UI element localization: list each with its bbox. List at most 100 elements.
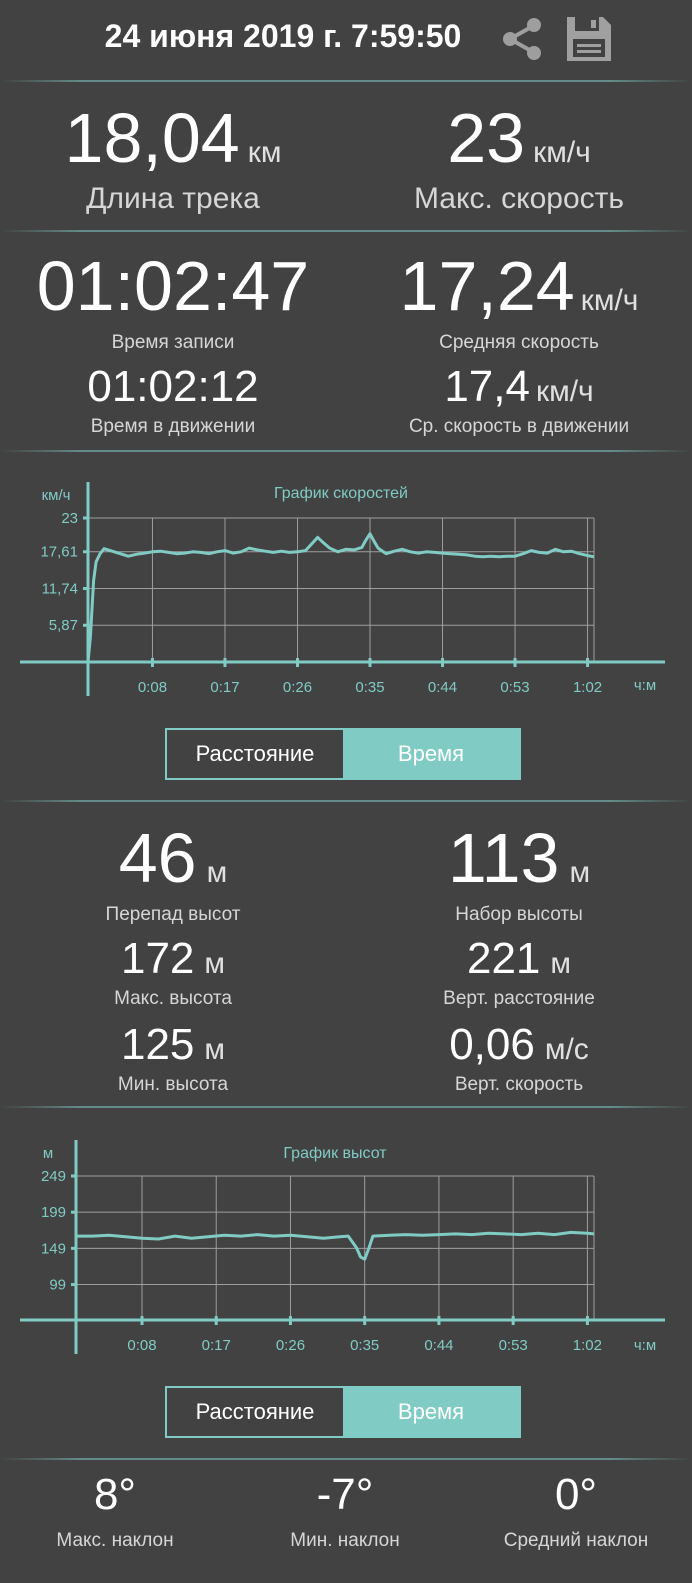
speed-chart-x-ticks: 0:08 0:17 0:26 0:35 0:44 0:53 1:02 [138, 658, 602, 696]
y-tick-label: 11,74 [42, 580, 78, 597]
elev-gain-label: Набор высоты [455, 904, 583, 925]
moving-time-value: 01:02:12 [87, 362, 259, 411]
altitude-chart-toggle: Расстояние Время [165, 1386, 521, 1438]
max-slope-stat: 8° Макс. наклон [0, 1470, 230, 1552]
avg-speed-unit: км/ч [580, 284, 639, 317]
vert-dist-value: 221 [466, 934, 541, 983]
speed-chart-grid [88, 517, 595, 662]
altitude-chart-y-ticks: 249 199 149 99 [41, 1168, 77, 1294]
altitude-chart-y-unit: м [43, 1145, 53, 1162]
max-speed-value: 23 [447, 99, 526, 177]
altitude-chart-x-unit: ч:м [634, 1337, 656, 1354]
max-alt-unit: м [204, 947, 226, 980]
elev-diff-stat: 46 м Перепад высот [0, 818, 346, 926]
min-alt-label: Мин. высота [117, 1074, 229, 1095]
max-alt-label: Макс. высота [114, 988, 232, 1009]
altitude-toggle-time[interactable]: Время [343, 1388, 519, 1436]
avg-slope-stat: 0° Средний наклон [460, 1470, 692, 1552]
track-length-value: 18,04 [64, 99, 240, 177]
elev-gain-stat: 113 м Набор высоты [346, 818, 692, 926]
moving-avg-speed-unit: км/ч [535, 375, 594, 408]
altitude-toggle-distance[interactable]: Расстояние [167, 1388, 343, 1436]
speed-chart-x-unit: ч:м [634, 677, 656, 694]
x-tick-label: 0:53 [499, 1337, 528, 1354]
x-tick-label: 0:35 [350, 1337, 379, 1354]
x-tick-label: 0:08 [138, 679, 167, 696]
max-speed-label: Макс. скорость [413, 182, 625, 215]
x-tick-label: 0:26 [276, 1337, 305, 1354]
min-slope-label: Мин. наклон [290, 1530, 400, 1551]
moving-avg-speed-value: 17,4 [444, 362, 530, 411]
moving-time-stat: 01:02:12 Время в движении [0, 362, 346, 438]
max-alt-stat: 172 м Макс. высота [0, 934, 346, 1010]
y-tick-label: 249 [41, 1168, 66, 1185]
speed-chart: График скоростей км/ч ч:м 23 17,61 11,74 5,… [20, 482, 665, 696]
y-tick-label: 17,61 [40, 544, 78, 561]
save-icon[interactable] [563, 13, 615, 65]
altitude-chart-series [76, 1230, 595, 1261]
speed-chart-series [86, 532, 595, 663]
vert-speed-label: Верт. скорость [454, 1074, 584, 1095]
y-tick-label: 99 [49, 1277, 66, 1294]
x-tick-label: 0:53 [500, 679, 529, 696]
vert-speed-stat: 0,06 м/с Верт. скорость [346, 1020, 692, 1096]
moving-avg-speed-stat: 17,4 км/ч Ср. скорость в движении [346, 362, 692, 438]
max-alt-value: 172 [120, 934, 195, 983]
record-time-label: Время записи [111, 332, 235, 353]
max-speed-unit: км/ч [533, 136, 591, 169]
altitude-chart-x-ticks: 0:08 0:17 0:26 0:35 0:44 0:53 1:02 [127, 1316, 602, 1354]
min-alt-value: 125 [120, 1020, 195, 1069]
moving-time-label: Время в движении [90, 416, 256, 437]
vert-speed-unit: м/с [544, 1033, 589, 1066]
max-slope-value: 8° [93, 1470, 137, 1519]
vert-dist-unit: м [550, 947, 572, 980]
speed-chart-axes [20, 482, 665, 696]
divider [0, 230, 692, 232]
y-tick-label: 149 [41, 1240, 66, 1257]
record-time-stat: 01:02:47 Время записи [0, 246, 346, 354]
min-alt-stat: 125 м Мин. высота [0, 1020, 346, 1096]
avg-speed-label: Средняя скорость [439, 332, 599, 353]
min-alt-unit: м [204, 1033, 226, 1066]
elev-diff-label: Перепад высот [105, 904, 241, 925]
header-date-title: 24 июня 2019 г. 7:59:50 [104, 18, 462, 54]
elev-gain-unit: м [569, 856, 591, 889]
min-slope-value: -7° [316, 1470, 374, 1519]
elev-diff-unit: м [206, 856, 228, 889]
x-tick-label: 1:02 [573, 1337, 602, 1354]
speed-toggle-distance[interactable]: Расстояние [167, 730, 343, 778]
vert-dist-stat: 221 м Верт. расстояние [346, 934, 692, 1010]
x-tick-label: 0:35 [355, 679, 384, 696]
vert-dist-label: Верт. расстояние [443, 988, 595, 1009]
altitude-chart-axes [20, 1140, 665, 1354]
altitude-chart-grid [76, 1175, 595, 1320]
y-tick-label: 199 [41, 1204, 66, 1221]
track-length-label: Длина трека [86, 182, 260, 215]
divider [0, 450, 692, 452]
avg-slope-value: 0° [554, 1470, 598, 1519]
vert-speed-value: 0,06 [449, 1020, 535, 1069]
avg-speed-stat: 17,24 км/ч Средняя скорость [346, 246, 692, 354]
x-tick-label: 0:44 [424, 1337, 453, 1354]
speed-chart-toggle: Расстояние Время [165, 728, 521, 780]
speed-chart-title: График скоростей [274, 485, 408, 502]
altitude-chart-title: График высот [283, 1145, 387, 1162]
divider [0, 1106, 692, 1108]
divider [0, 1458, 692, 1460]
avg-speed-value: 17,24 [399, 247, 575, 325]
moving-avg-speed-label: Ср. скорость в движении [408, 416, 630, 437]
speed-chart-y-unit: км/ч [42, 487, 71, 504]
elev-gain-value: 113 [447, 819, 560, 897]
divider [0, 80, 692, 82]
elev-diff-value: 46 [118, 819, 197, 897]
x-tick-label: 1:02 [573, 679, 602, 696]
track-length-unit: км [247, 136, 282, 169]
share-icon[interactable] [497, 14, 547, 64]
record-time-value: 01:02:47 [36, 247, 310, 325]
series-line [86, 532, 595, 663]
speed-toggle-time[interactable]: Время [343, 730, 519, 778]
x-tick-label: 0:17 [210, 679, 239, 696]
track-length-stat: 18,04 км Длина трека [0, 98, 346, 216]
x-tick-label: 0:26 [283, 679, 312, 696]
